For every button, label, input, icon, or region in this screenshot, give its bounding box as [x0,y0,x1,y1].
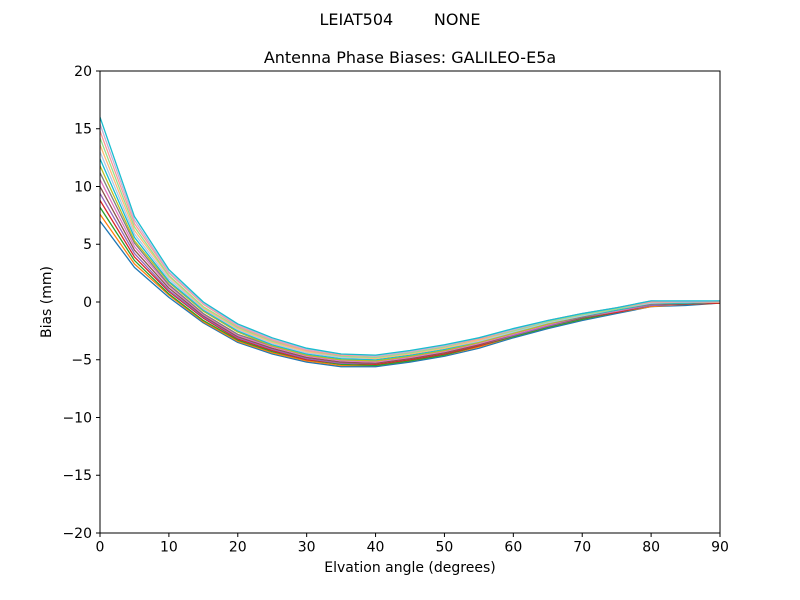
x-tick-label: 30 [298,540,316,556]
y-tick-label: 20 [74,64,92,80]
x-tick-label: 70 [573,540,591,556]
x-tick-label: 40 [367,540,385,556]
y-tick-label: −10 [62,410,92,426]
series-line-curve-06 [100,185,720,364]
series-line-curve-05 [100,192,720,364]
series-line-curve-15 [100,123,720,357]
x-tick-label: 20 [229,540,247,556]
series-line-curve-07 [100,178,720,363]
series-line-curve-02 [100,213,720,367]
series-line-curve-11 [100,151,720,360]
x-tick-label: 90 [711,540,729,556]
y-tick-label: 15 [74,122,92,138]
series-line-curve-09 [100,165,720,362]
y-tick-label: −15 [62,468,92,484]
series-line-curve-10 [100,158,720,361]
series-line-curve-08 [100,171,720,362]
chart-title: Antenna Phase Biases: GALILEO-E5a [263,48,557,67]
x-tick-label: 80 [642,540,660,556]
x-tick-label: 0 [96,540,105,556]
y-tick-label: 0 [83,295,92,311]
x-tick-label: 60 [504,540,522,556]
series-line-curve-13 [100,137,720,359]
x-tick-label: 50 [436,540,454,556]
series-line-curve-12 [100,144,720,360]
series-line-curve-14 [100,130,720,357]
x-axis-label: Elvation angle (degrees) [324,560,496,576]
y-tick-label: −20 [62,526,92,542]
series-line-curve-03 [100,206,720,367]
series-line-curve-01 [100,220,720,368]
y-tick-label: 5 [83,237,92,253]
y-tick-label: 10 [74,179,92,195]
y-tick-label: −5 [71,353,92,369]
series-group [100,116,720,368]
figure-suptitle: LEIAT504 NONE [319,10,481,29]
x-tick-label: 10 [160,540,178,556]
series-line-curve-04 [100,199,720,366]
series-line-curve-16 [100,116,720,356]
